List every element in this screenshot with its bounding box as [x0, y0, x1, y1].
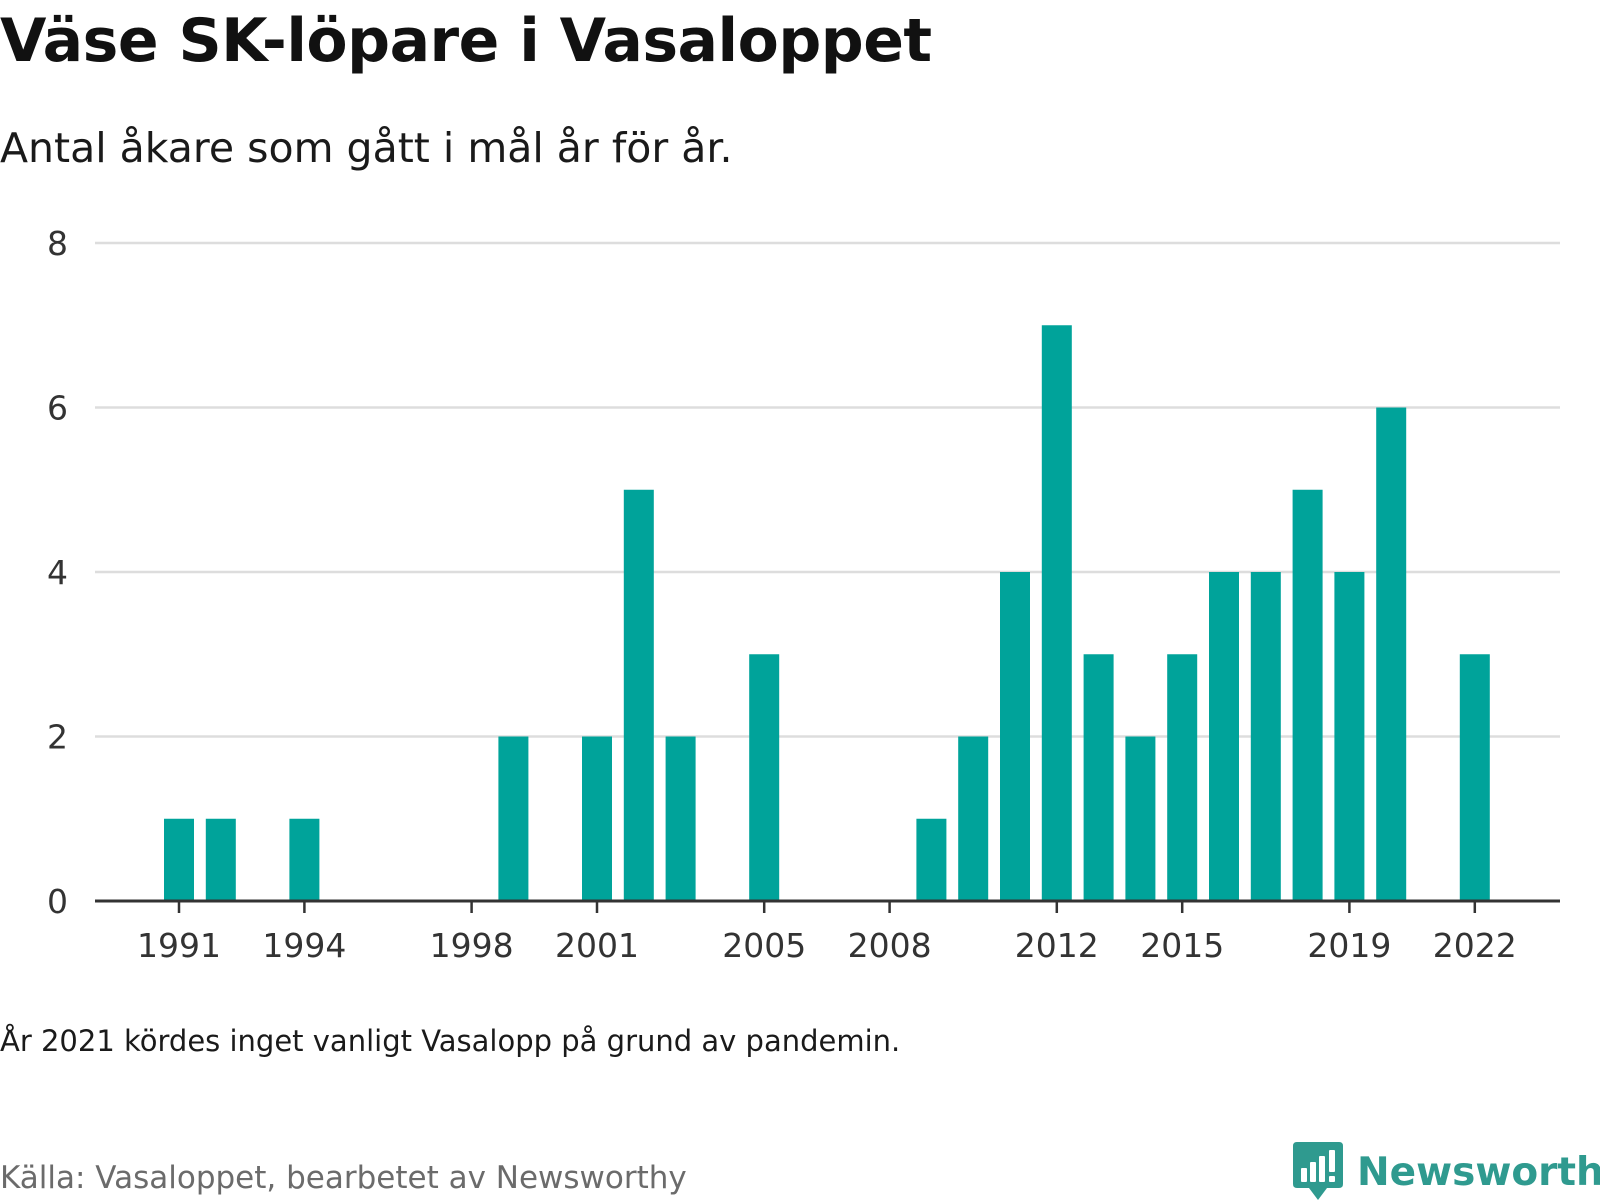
y-tick-label: 6 [47, 389, 68, 428]
brand-name: Newsworthy [1357, 1149, 1600, 1195]
bar-2019 [1334, 572, 1365, 901]
bar-2017 [1250, 572, 1281, 901]
x-axis-labels: 1991 1994 1998 2001 2005 2008 2012 2015 2019 2022 [137, 926, 1517, 965]
bar-2002 [623, 489, 654, 901]
y-tick-label: 4 [47, 553, 68, 592]
brand-logo[interactable]: Newsworthy [1293, 1142, 1600, 1202]
x-tick-label: 2008 [848, 926, 932, 965]
chart-title: Väse SK-löpare i Vasaloppet [0, 6, 932, 76]
x-tick-label: 2019 [1307, 926, 1391, 965]
bar-2010 [958, 736, 989, 901]
bar-1999 [498, 736, 529, 901]
bar-2016 [1209, 572, 1239, 901]
x-tick-label: 1991 [137, 926, 221, 965]
x-tick-label: 2005 [722, 926, 806, 965]
y-tick-label: 0 [47, 882, 68, 921]
bar-2003 [665, 736, 696, 901]
y-tick-label: 2 [47, 718, 68, 757]
y-tick-label: 8 [47, 224, 68, 263]
x-tick-label: 1994 [262, 926, 346, 965]
chart-subtitle: Antal åkare som gått i mål år för år. [0, 124, 733, 172]
bar-2009 [916, 818, 947, 901]
x-tick-label: 2022 [1433, 926, 1517, 965]
bar-1992 [205, 818, 236, 901]
source-text: Källa: Vasaloppet, bearbetet av Newswort… [0, 1160, 687, 1196]
chart-note: År 2021 kördes inget vanligt Vasalopp på… [0, 1024, 901, 1058]
bar-2001 [582, 736, 612, 901]
bar-1994 [289, 818, 320, 901]
newsworthy-logo-icon [1293, 1142, 1343, 1200]
bar-1991 [164, 818, 194, 901]
x-tick-label: 2012 [1015, 926, 1099, 965]
x-tick-label: 2001 [555, 926, 639, 965]
bar-2018 [1292, 489, 1323, 901]
bar-2020 [1376, 407, 1407, 901]
bar-2011 [1000, 572, 1030, 901]
x-axis [95, 899, 1560, 913]
bar-2014 [1125, 736, 1156, 901]
bar-2015 [1167, 654, 1198, 901]
x-tick-label: 2015 [1140, 926, 1224, 965]
bars [164, 325, 1490, 901]
bar-2013 [1083, 654, 1114, 901]
y-axis-labels: 0 2 4 6 8 [47, 224, 68, 921]
bar-2012 [1041, 325, 1072, 901]
x-tick-label: 1998 [430, 926, 514, 965]
bar-chart: 0 2 4 6 8 1991 1994 1998 2001 2005 2008 2012 2015 20… [47, 224, 1560, 965]
bar-2005 [749, 654, 780, 901]
bar-2022 [1459, 654, 1490, 901]
